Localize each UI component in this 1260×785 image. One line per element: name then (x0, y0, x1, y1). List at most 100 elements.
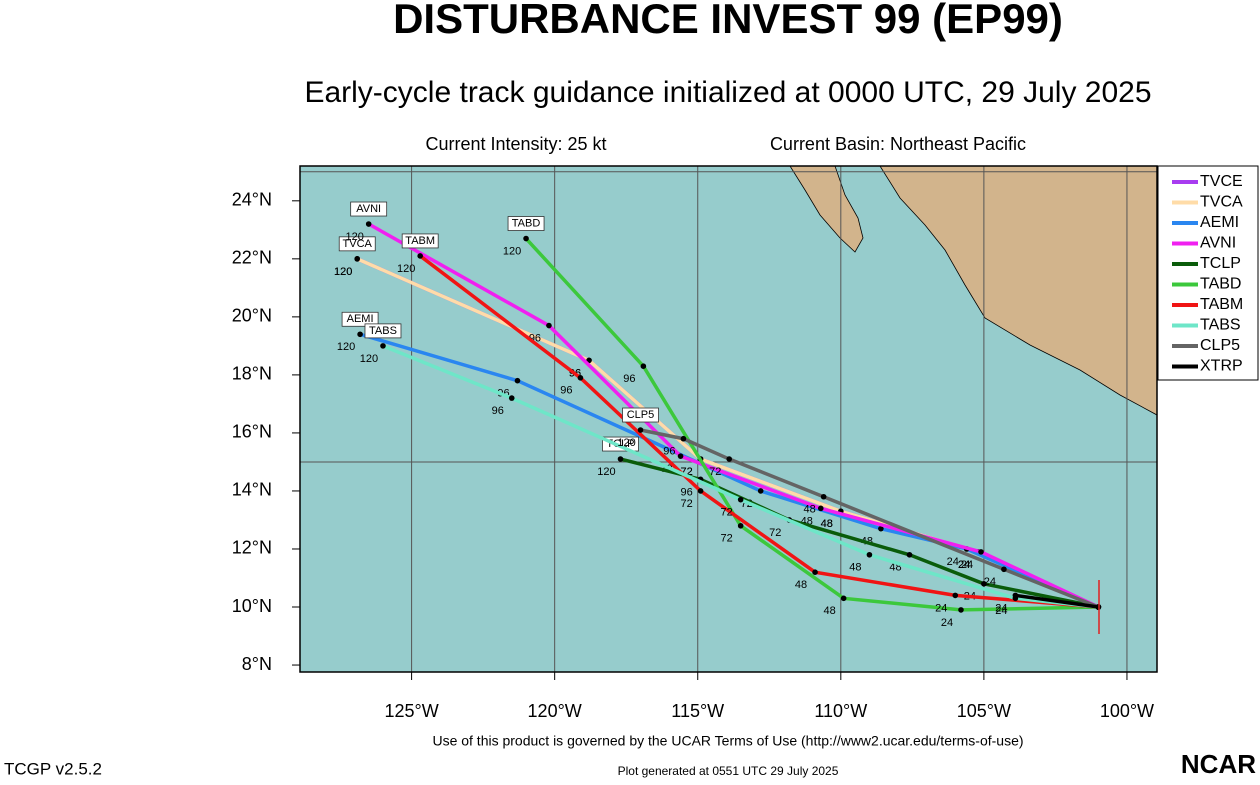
hour-label: 72 (709, 466, 721, 478)
legend-label: TABD (1200, 276, 1241, 293)
hour-label: 72 (721, 533, 733, 545)
track-point (617, 456, 624, 462)
model-tag: CLP5 (627, 409, 655, 421)
track-line (1015, 593, 1099, 609)
hour-label: 120 (334, 266, 352, 278)
track-point (697, 488, 704, 494)
generated-note: Plot generated at 0551 UTC 29 July 2025 (618, 764, 839, 778)
hour-label: 24 (935, 602, 947, 614)
model-tag: TABD (512, 217, 541, 229)
legend-label: CLP5 (1200, 337, 1240, 354)
track-point (677, 453, 684, 459)
track-point (906, 551, 913, 558)
model-tag-box (338, 236, 376, 252)
model-tag: AEMI (347, 313, 374, 325)
baja-california (789, 166, 864, 253)
x-tick-label: 120°W (528, 701, 582, 721)
ncar-logo: NCAR (1181, 749, 1256, 779)
hour-label: 24 (958, 559, 970, 571)
model-tag-box (622, 407, 659, 423)
track-line (367, 222, 1100, 609)
track-point (981, 580, 987, 587)
legend-label: TABM (1200, 296, 1243, 313)
model-tag: TABM (405, 235, 435, 247)
hour-label: 72 (680, 498, 692, 510)
track-point (523, 235, 529, 242)
track-point (978, 549, 984, 555)
model-tag-box (364, 323, 402, 339)
legend-label: AEMI (1200, 214, 1239, 231)
hour-label: 96 (492, 405, 504, 417)
track-point (840, 595, 847, 602)
hour-label: 48 (804, 504, 816, 516)
hour-label: 120 (617, 437, 635, 449)
model-tag-box (341, 311, 379, 327)
track-point (878, 525, 884, 532)
x-tick-label: 125°W (384, 701, 438, 721)
legend-label: TVCE (1200, 173, 1243, 190)
hour-label: 120 (597, 466, 615, 478)
x-tick-label: 105°W (957, 701, 1011, 721)
hour-label: 24 (984, 576, 996, 588)
legend-label: TVCA (1200, 194, 1243, 211)
current-intensity: Current Intensity: 25 kt (425, 134, 606, 154)
track-point (726, 456, 733, 462)
hour-label: 48 (849, 562, 861, 574)
hour-label: 48 (821, 518, 833, 530)
track-line (382, 344, 1099, 609)
y-tick-label: 10°N (232, 596, 272, 616)
subtitle: Early-cycle track guidance initialized a… (304, 76, 1151, 109)
track-point (958, 607, 964, 613)
track-point (640, 363, 647, 369)
hour-label: 120 (334, 266, 352, 278)
hour-label: 120 (345, 231, 363, 243)
track-point (1012, 592, 1019, 599)
hour-label: 120 (397, 263, 415, 275)
x-tick-label: 100°W (1100, 701, 1154, 721)
track-point (866, 551, 873, 558)
x-tick-label: 115°W (671, 701, 724, 721)
hour-label: 96 (680, 486, 692, 498)
y-tick-label: 12°N (232, 538, 272, 558)
track-point (577, 375, 584, 381)
y-tick-label: 18°N (232, 364, 272, 384)
y-tick-label: 8°N (242, 654, 272, 674)
track-point (737, 522, 744, 529)
hour-label: 72 (721, 507, 733, 519)
y-tick-label: 20°N (232, 306, 272, 326)
legend-label: XTRP (1200, 358, 1243, 375)
hour-label: 120 (360, 353, 378, 365)
y-tick-label: 16°N (232, 422, 272, 442)
track-point (1001, 566, 1007, 573)
model-tag-box (350, 201, 388, 217)
hour-label: 96 (663, 446, 675, 458)
track-point (812, 569, 818, 575)
track-line (524, 237, 1099, 612)
track-point (508, 395, 515, 401)
mainland-mexico (879, 166, 1157, 416)
track-point (757, 488, 764, 494)
track-point (365, 221, 372, 227)
y-tick-label: 14°N (232, 480, 272, 500)
track-point (952, 592, 959, 599)
model-tag: TABS (369, 325, 397, 337)
model-tag-box (401, 233, 439, 249)
track-point (637, 427, 644, 433)
track-point (737, 496, 744, 503)
legend-label: TCLP (1200, 255, 1241, 272)
hour-label: 48 (795, 579, 807, 591)
y-tick-label: 22°N (232, 248, 272, 268)
hour-label: 72 (769, 527, 781, 539)
track-point (380, 343, 386, 349)
hour-label: 24 (961, 559, 973, 571)
current-basin: Current Basin: Northeast Pacific (770, 134, 1026, 154)
track-point (546, 322, 552, 329)
track-point (820, 493, 827, 500)
hour-label: 24 (941, 617, 953, 629)
model-tag: AVNI (356, 203, 381, 215)
version: TCGP v2.5.2 (4, 759, 102, 778)
hour-label: 24 (947, 556, 959, 568)
map-frame (299, 165, 1158, 673)
track-point (354, 256, 361, 262)
